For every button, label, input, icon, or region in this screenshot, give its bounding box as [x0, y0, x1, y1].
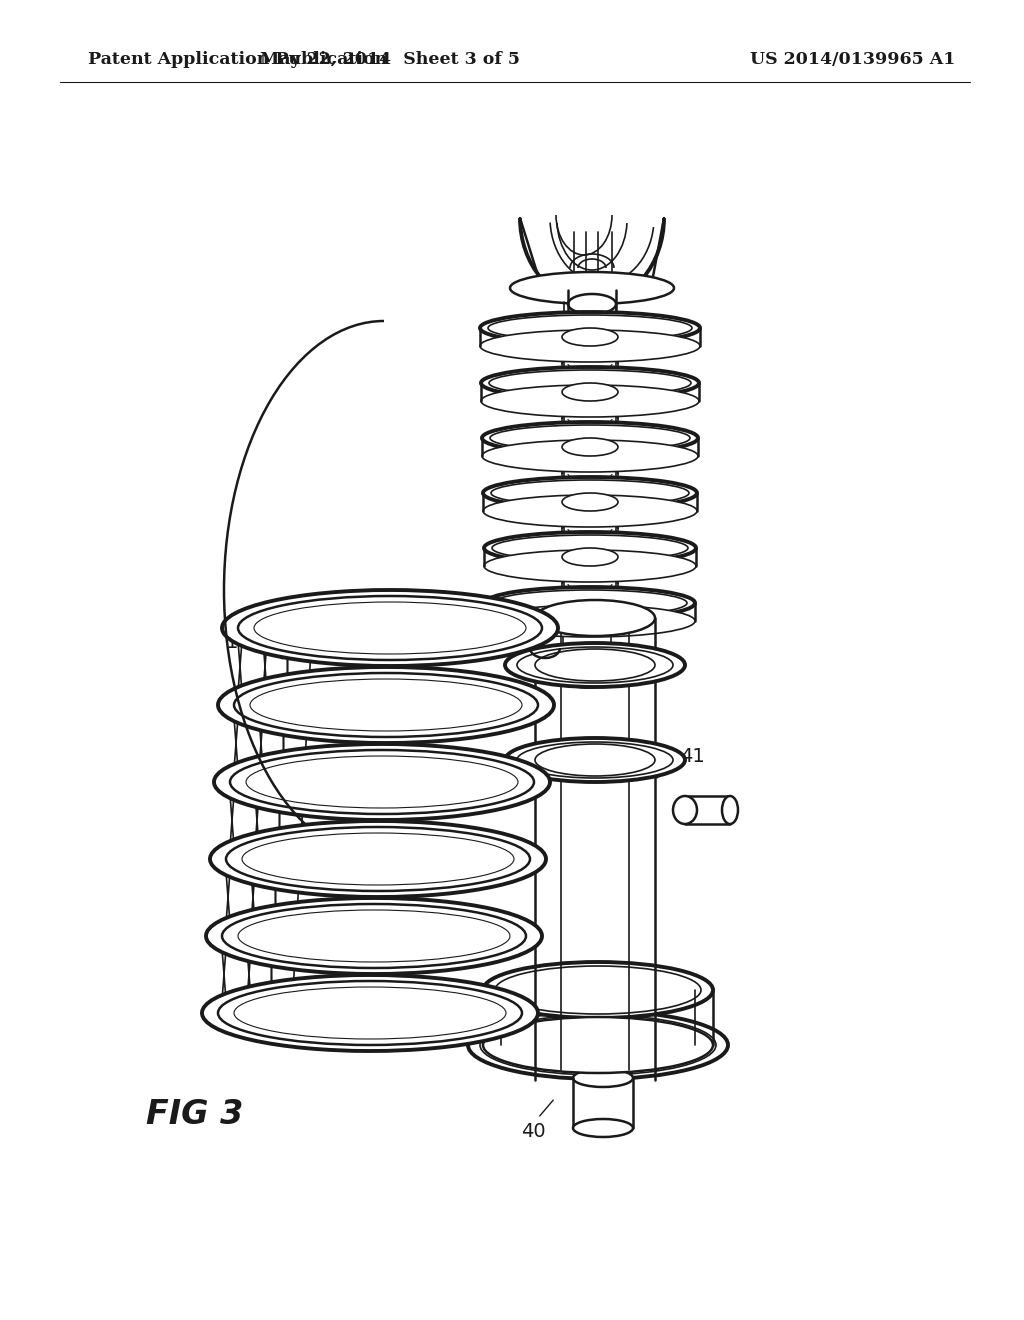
Ellipse shape: [234, 673, 538, 737]
Ellipse shape: [489, 370, 691, 396]
Ellipse shape: [483, 495, 697, 527]
Ellipse shape: [238, 597, 542, 660]
Ellipse shape: [722, 796, 738, 824]
Ellipse shape: [535, 601, 655, 636]
Ellipse shape: [218, 981, 522, 1045]
Ellipse shape: [481, 385, 699, 417]
Ellipse shape: [517, 742, 673, 777]
Ellipse shape: [490, 480, 689, 506]
Ellipse shape: [517, 647, 673, 682]
Ellipse shape: [226, 828, 530, 891]
Ellipse shape: [230, 750, 534, 814]
Ellipse shape: [573, 1119, 633, 1137]
Ellipse shape: [490, 425, 690, 451]
Text: 10: 10: [225, 634, 250, 652]
Ellipse shape: [485, 587, 695, 619]
Ellipse shape: [481, 367, 699, 399]
Ellipse shape: [468, 1011, 728, 1078]
Ellipse shape: [505, 738, 685, 781]
Ellipse shape: [573, 1069, 633, 1086]
Ellipse shape: [510, 272, 674, 304]
Ellipse shape: [673, 796, 697, 824]
Ellipse shape: [210, 821, 546, 898]
Ellipse shape: [480, 330, 700, 362]
Text: FIG 3: FIG 3: [146, 1098, 244, 1131]
Ellipse shape: [485, 605, 695, 638]
Ellipse shape: [492, 535, 688, 561]
Ellipse shape: [480, 312, 700, 345]
Ellipse shape: [222, 590, 558, 667]
Text: May 22, 2014  Sheet 3 of 5: May 22, 2014 Sheet 3 of 5: [260, 51, 520, 69]
Ellipse shape: [493, 590, 687, 616]
Text: Patent Application Publication: Patent Application Publication: [88, 51, 387, 69]
Text: 41: 41: [680, 747, 705, 767]
Ellipse shape: [480, 1015, 716, 1074]
Ellipse shape: [484, 550, 696, 582]
Ellipse shape: [535, 744, 655, 776]
Text: 40: 40: [520, 1122, 546, 1140]
Ellipse shape: [562, 603, 618, 620]
Ellipse shape: [535, 649, 655, 681]
Ellipse shape: [218, 667, 554, 743]
Ellipse shape: [483, 1016, 713, 1073]
Ellipse shape: [484, 532, 696, 564]
Ellipse shape: [568, 294, 616, 314]
Ellipse shape: [222, 904, 526, 968]
Ellipse shape: [206, 898, 542, 974]
Ellipse shape: [520, 276, 664, 300]
Ellipse shape: [562, 492, 618, 511]
Ellipse shape: [482, 422, 698, 454]
Ellipse shape: [483, 962, 713, 1018]
Ellipse shape: [488, 315, 692, 341]
Ellipse shape: [505, 643, 685, 686]
Ellipse shape: [562, 438, 618, 455]
Ellipse shape: [563, 672, 611, 688]
Text: 30: 30: [645, 998, 670, 1016]
Ellipse shape: [562, 383, 618, 401]
Text: US 2014/0139965 A1: US 2014/0139965 A1: [750, 51, 955, 69]
Ellipse shape: [562, 548, 618, 566]
Ellipse shape: [495, 966, 701, 1014]
Text: 50: 50: [520, 334, 545, 352]
Ellipse shape: [202, 975, 538, 1051]
Ellipse shape: [482, 440, 698, 473]
Ellipse shape: [214, 744, 550, 820]
Ellipse shape: [562, 327, 618, 346]
Ellipse shape: [483, 477, 697, 510]
